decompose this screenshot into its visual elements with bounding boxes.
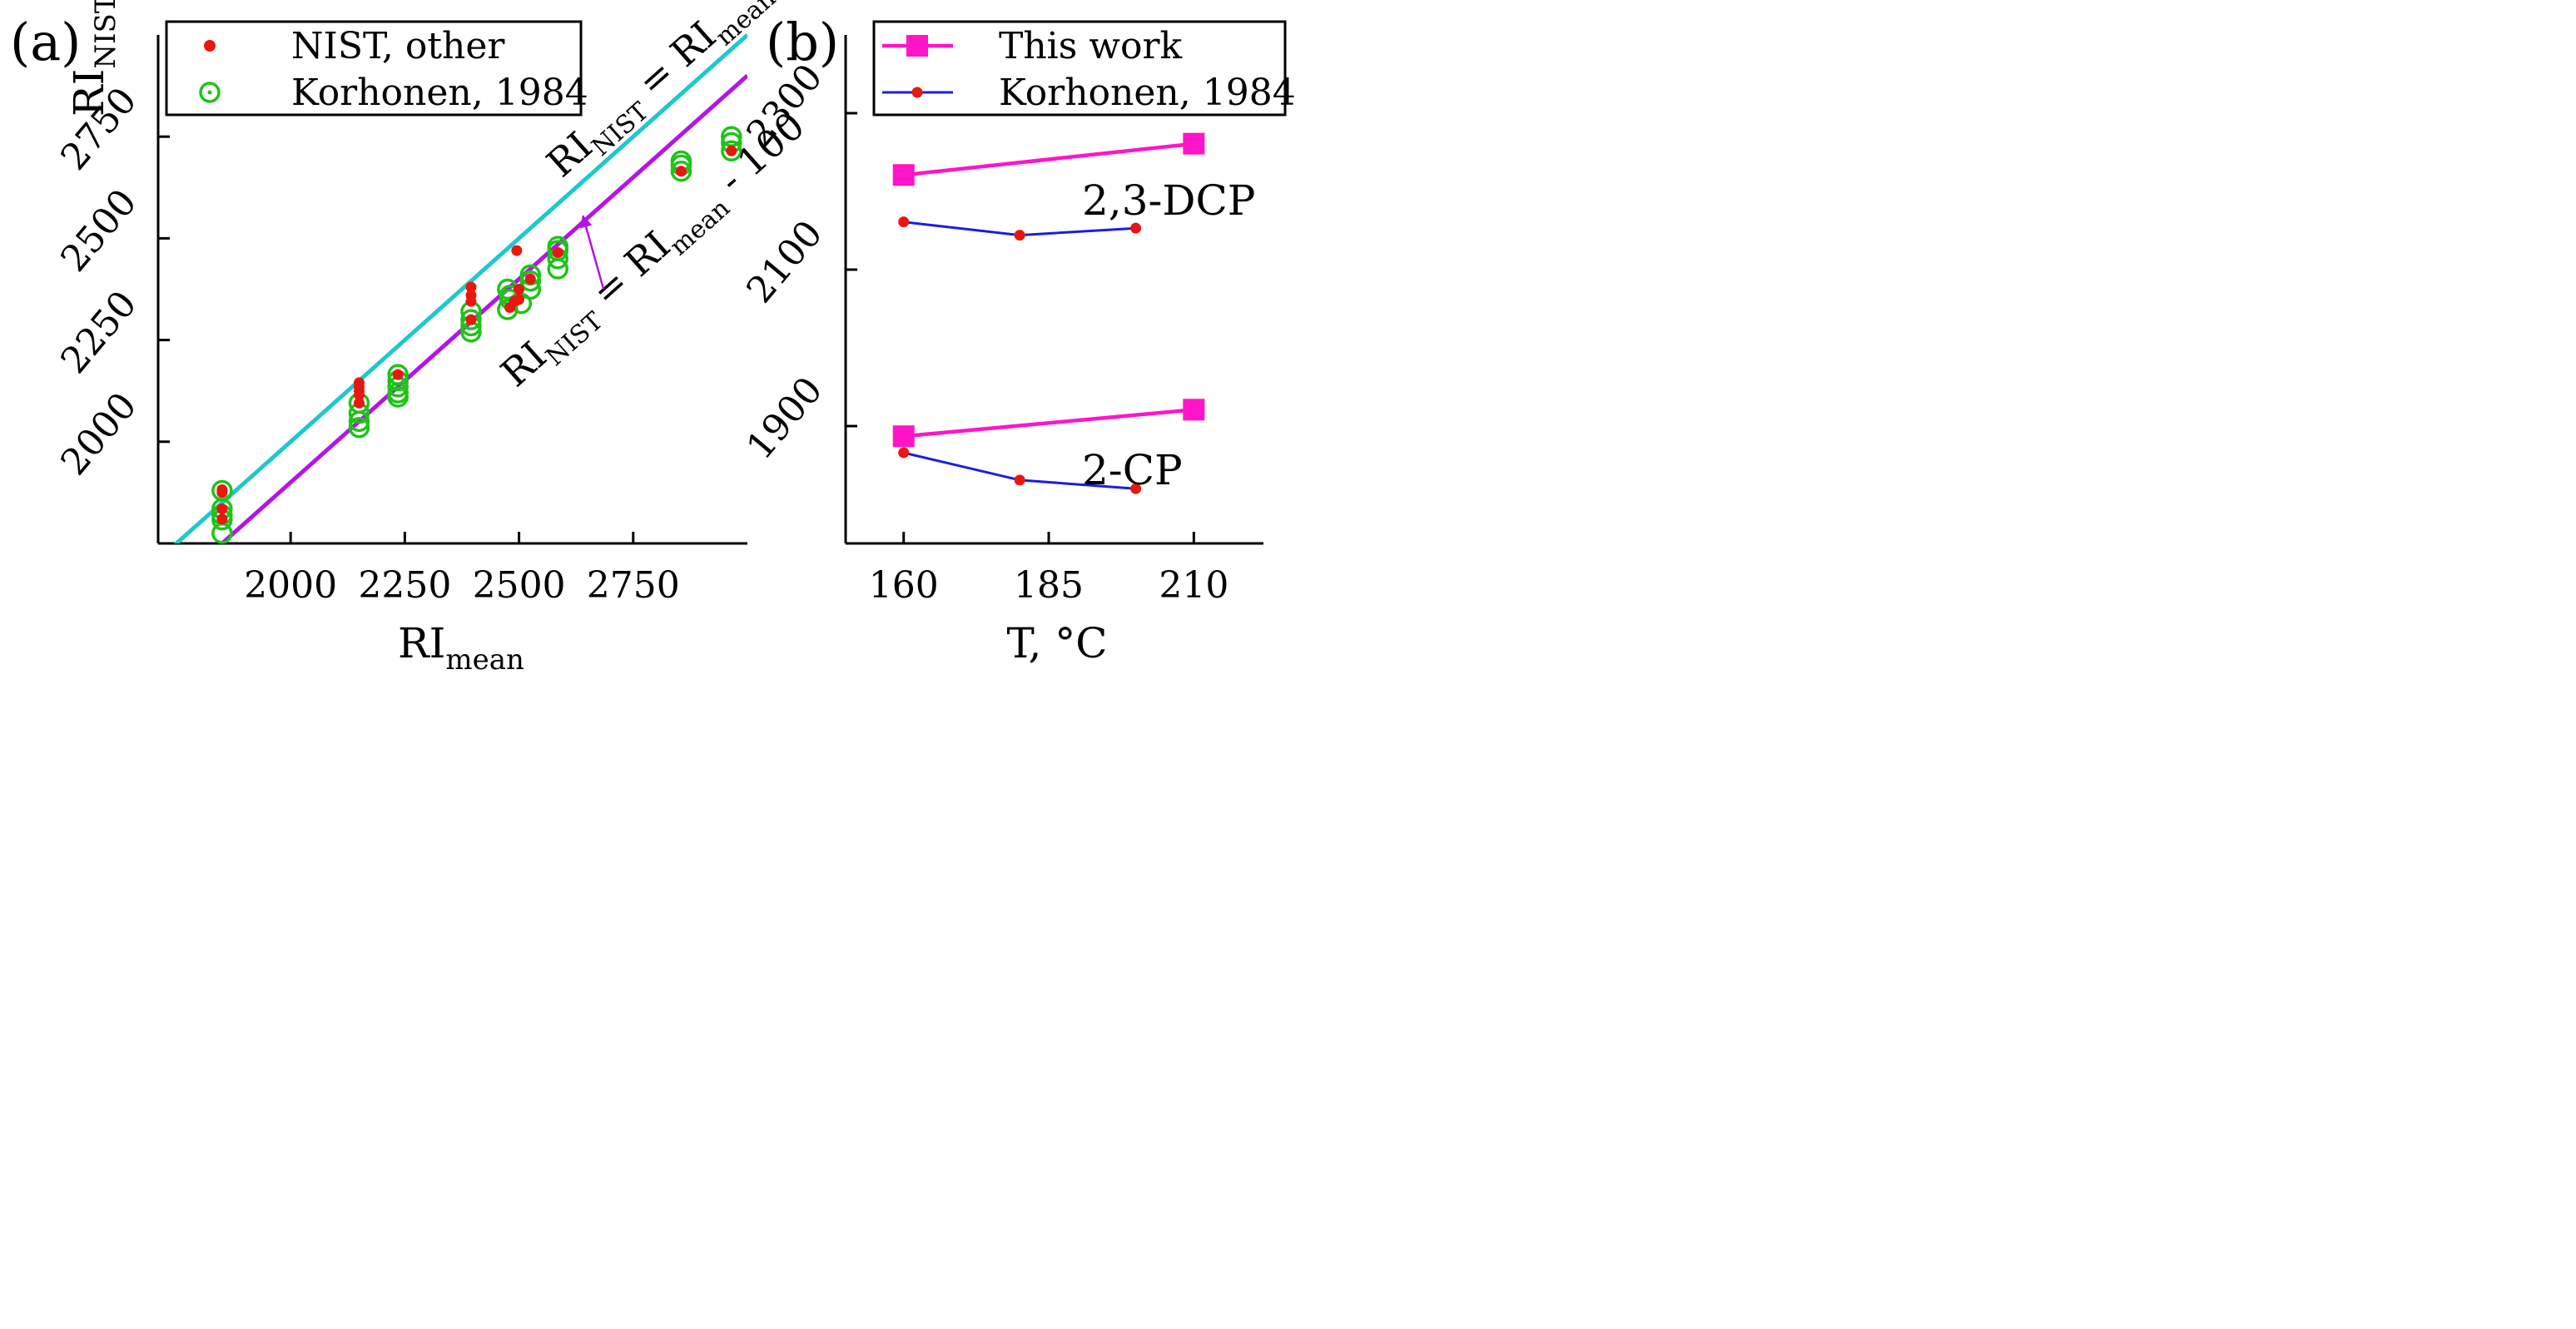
korhonen-marker xyxy=(1130,483,1142,494)
korhonen-marker xyxy=(1014,230,1025,241)
annotation-arrow xyxy=(579,215,605,290)
korhonen-point xyxy=(348,410,370,433)
legend-marker-this-work xyxy=(906,35,928,57)
korhonen-point xyxy=(348,416,370,439)
x-axis-label: RImean xyxy=(398,619,524,677)
legend-label-korhonen: Korhonen, 1984 xyxy=(291,72,588,114)
y-tick-label: 1900 xyxy=(738,369,831,468)
nist-point xyxy=(514,284,525,295)
y-tick-label: 2100 xyxy=(738,212,831,311)
legend-box xyxy=(872,20,1287,117)
nist-point xyxy=(465,295,477,307)
nist-point xyxy=(216,503,228,514)
korhonen-marker xyxy=(898,447,910,459)
legend-label-this-work: This work xyxy=(999,25,1183,67)
korhonen-point xyxy=(387,386,409,408)
group-label: 2,3-DCP xyxy=(1082,176,1255,225)
y-tick-label: 2250 xyxy=(52,283,145,382)
legend-label-korhonen: Korhonen, 1984 xyxy=(999,72,1296,114)
korhonen-marker xyxy=(898,216,910,228)
legend-a: NIST, other Korhonen, 1984 xyxy=(165,20,588,117)
panel-a: (a)2000 2250 2500 27502000225025002750RImea… xyxy=(10,0,813,677)
reference-lines xyxy=(173,33,747,543)
nist-point xyxy=(353,389,365,401)
nist-point xyxy=(353,397,365,409)
nist-point xyxy=(216,487,228,498)
nist-point xyxy=(552,247,563,259)
nist-point xyxy=(675,166,687,177)
nist-point xyxy=(726,145,737,156)
legend-box xyxy=(165,20,583,117)
nist-point xyxy=(524,273,536,285)
nist-point xyxy=(514,294,525,305)
korhonen-point xyxy=(460,309,482,330)
x-tick-label: 2500 xyxy=(473,564,566,607)
annot-ri: RI xyxy=(492,333,554,395)
nist-point xyxy=(511,245,523,256)
korhonen-point xyxy=(211,523,233,544)
korhonen-marker xyxy=(1014,474,1025,486)
x-tick-label: 2000 xyxy=(244,564,337,607)
x-tick-label: 160 xyxy=(869,564,939,607)
x-tick-label: 185 xyxy=(1014,564,1084,607)
panel-label-a: (a) xyxy=(10,12,81,72)
nist-point xyxy=(465,281,477,293)
legend-label-nist: NIST, other xyxy=(291,25,505,67)
korhonen-point xyxy=(670,160,692,182)
this-work-marker xyxy=(892,425,915,448)
nist-point xyxy=(216,513,228,525)
this-work-line xyxy=(903,141,1194,177)
y-axis-label-main: RI xyxy=(65,69,113,117)
x-axis-label-main: RI xyxy=(398,619,445,667)
legend-marker-korhonen xyxy=(199,82,221,103)
reference-line-0 xyxy=(173,33,747,543)
x-tick-label: 210 xyxy=(1159,564,1228,607)
korhonen-marker xyxy=(1130,222,1142,234)
y-axis-label-sub: NIST xyxy=(89,0,122,69)
this-work-marker xyxy=(892,164,915,186)
korhonen-point xyxy=(519,270,542,292)
reference-line-1 xyxy=(219,74,747,543)
annot-eq: = RI xyxy=(620,12,725,113)
x-tick-label: 2250 xyxy=(358,564,451,607)
this-work-line xyxy=(903,408,1194,439)
panel-label-b: (b) xyxy=(766,12,839,72)
this-work-marker xyxy=(1183,399,1205,421)
y-tick-label: 2500 xyxy=(52,181,145,280)
legend-marker-korhonen xyxy=(911,87,923,98)
nist-point xyxy=(392,369,404,380)
y-axis-label: RINIST xyxy=(65,0,122,117)
x-axis-label-sub: mean xyxy=(445,643,524,677)
korhonen-point xyxy=(721,140,742,162)
this-work-marker xyxy=(1183,132,1205,155)
korhonen-point xyxy=(547,258,568,280)
group-label: 2-CP xyxy=(1082,446,1183,494)
legend-marker-korhonen-dot xyxy=(207,90,212,95)
x-tick-label: 2750 xyxy=(587,564,680,607)
legend-marker-nist xyxy=(204,40,216,52)
korhonen-point xyxy=(497,299,519,320)
legend-b: This work Korhonen, 1984 xyxy=(872,20,1296,117)
nist-point xyxy=(465,314,477,325)
y-tick-label: 2000 xyxy=(52,384,145,483)
x-axis-label: T, °C xyxy=(1006,619,1107,667)
